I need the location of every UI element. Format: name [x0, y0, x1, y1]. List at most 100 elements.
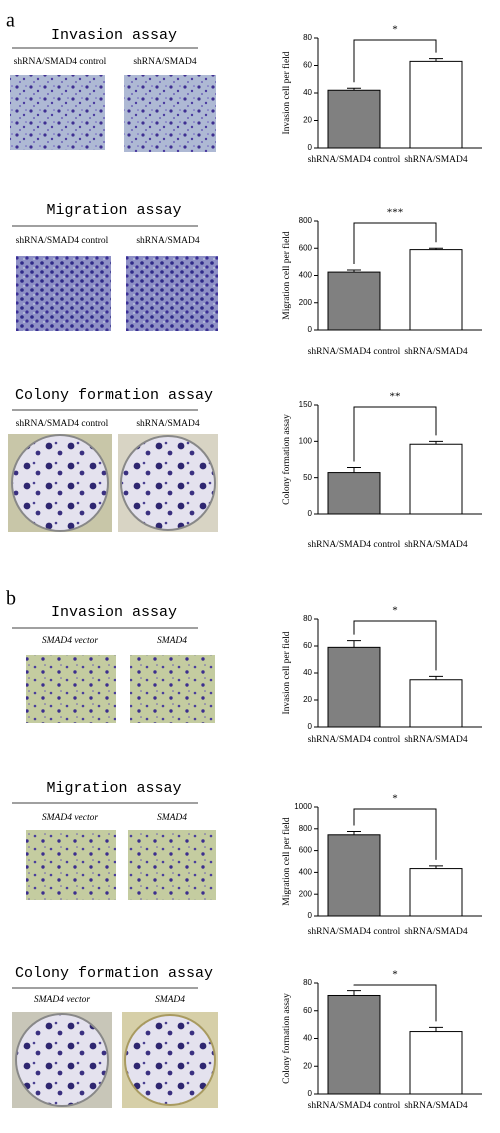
bar	[327, 472, 381, 515]
y-tick-label: 150	[299, 400, 313, 409]
y-axis-label: Migration cell per field	[281, 817, 292, 906]
error-bar	[347, 466, 361, 473]
image-label: SMAD4 vector	[42, 813, 98, 823]
significance: *	[392, 793, 398, 805]
assay-title: Migration assay	[46, 780, 181, 797]
assay-title: Invasion assay	[51, 27, 177, 44]
colony-dish	[120, 435, 216, 531]
x-tick-label: shRNA/SMAD4 control	[308, 1101, 401, 1111]
y-tick-label: 600	[299, 243, 313, 252]
error-bar	[347, 831, 361, 835]
bar	[327, 646, 381, 728]
panel-label: a	[6, 10, 15, 32]
assay-title: Invasion assay	[51, 604, 177, 621]
image-label: shRNA/SMAD4 control	[14, 57, 107, 67]
bar	[409, 868, 463, 917]
y-tick-label: 200	[299, 298, 313, 307]
colony-dish	[15, 1013, 109, 1107]
assay-images	[8, 75, 218, 1108]
micrograph	[128, 830, 216, 900]
y-tick-label: 60	[303, 1006, 312, 1015]
assay-title: Colony formation assay	[15, 965, 213, 982]
y-tick-label: 0	[308, 509, 313, 518]
y-tick-label: 80	[303, 614, 312, 623]
y-tick-label: 20	[303, 116, 312, 125]
y-tick-label: 80	[303, 978, 312, 987]
bar	[327, 994, 381, 1095]
x-tick-label: shRNA/SMAD4	[404, 540, 468, 550]
x-tick-label: shRNA/SMAD4	[404, 1101, 468, 1111]
micrograph	[10, 75, 105, 150]
bar	[409, 1031, 463, 1095]
error-bar	[429, 440, 443, 445]
x-tick-label: shRNA/SMAD4 control	[308, 347, 401, 357]
significance: **	[390, 391, 401, 403]
significance: *	[392, 605, 398, 617]
y-tick-label: 400	[299, 868, 313, 877]
assay-title: Migration assay	[46, 202, 181, 219]
error-bar	[429, 865, 443, 869]
error-bar	[347, 640, 361, 648]
error-bar	[429, 58, 443, 62]
colony-dish	[11, 434, 109, 532]
image-label: shRNA/SMAD4	[133, 57, 197, 67]
significance-bracket	[353, 406, 437, 462]
y-tick-label: 800	[299, 216, 313, 225]
y-tick-label: 200	[299, 889, 313, 898]
image-label: shRNA/SMAD4 control	[16, 236, 109, 246]
y-tick-label: 0	[308, 1089, 313, 1098]
micrograph	[124, 75, 216, 152]
image-label: SMAD4	[157, 813, 187, 823]
y-axis-label: Invasion cell per field	[281, 631, 292, 714]
image-label: SMAD4 vector	[34, 995, 90, 1005]
bar	[409, 679, 463, 728]
micrograph	[16, 256, 111, 331]
significance: *	[392, 24, 398, 36]
y-axis-label: Migration cell per field	[281, 231, 292, 320]
y-tick-label: 600	[299, 846, 313, 855]
colony-dish	[124, 1014, 216, 1106]
significance: ***	[387, 207, 404, 219]
bar	[409, 60, 463, 149]
x-tick-label: shRNA/SMAD4	[404, 347, 468, 357]
y-tick-label: 800	[299, 824, 313, 833]
x-tick-label: shRNA/SMAD4	[404, 927, 468, 937]
significance-bracket	[353, 620, 437, 671]
image-label: shRNA/SMAD4 control	[16, 419, 109, 429]
y-tick-label: 80	[303, 33, 312, 42]
x-tick-label: shRNA/SMAD4 control	[308, 155, 401, 165]
y-tick-label: 0	[308, 325, 313, 334]
x-tick-label: shRNA/SMAD4 control	[308, 927, 401, 937]
y-tick-label: 0	[308, 911, 313, 920]
y-tick-label: 0	[308, 722, 313, 731]
y-tick-label: 20	[303, 1061, 312, 1070]
bar	[327, 834, 381, 917]
significance: *	[392, 969, 398, 981]
image-label: SMAD4 vector	[42, 636, 98, 646]
y-tick-label: 40	[303, 668, 312, 677]
error-bar	[347, 87, 361, 91]
assay-title: Colony formation assay	[15, 387, 213, 404]
image-label: shRNA/SMAD4	[136, 419, 200, 429]
error-bar	[429, 675, 443, 680]
error-bar	[347, 269, 361, 273]
bar	[409, 443, 463, 515]
y-tick-label: 400	[299, 271, 313, 280]
y-tick-label: 40	[303, 1034, 312, 1043]
micrograph	[130, 655, 215, 723]
bar	[409, 249, 463, 331]
significance-bracket	[353, 39, 437, 83]
x-tick-label: shRNA/SMAD4	[404, 735, 468, 745]
bar	[327, 271, 381, 331]
y-tick-label: 100	[299, 436, 313, 445]
error-bar	[429, 247, 443, 250]
image-label: SMAD4	[157, 636, 187, 646]
image-label: SMAD4	[155, 995, 185, 1005]
x-tick-label: shRNA/SMAD4 control	[308, 540, 401, 550]
y-axis-label: Invasion cell per field	[281, 51, 292, 134]
x-tick-label: shRNA/SMAD4	[404, 155, 468, 165]
panel-label: b	[6, 588, 16, 610]
image-label: shRNA/SMAD4	[136, 236, 200, 246]
error-bar	[347, 990, 361, 996]
